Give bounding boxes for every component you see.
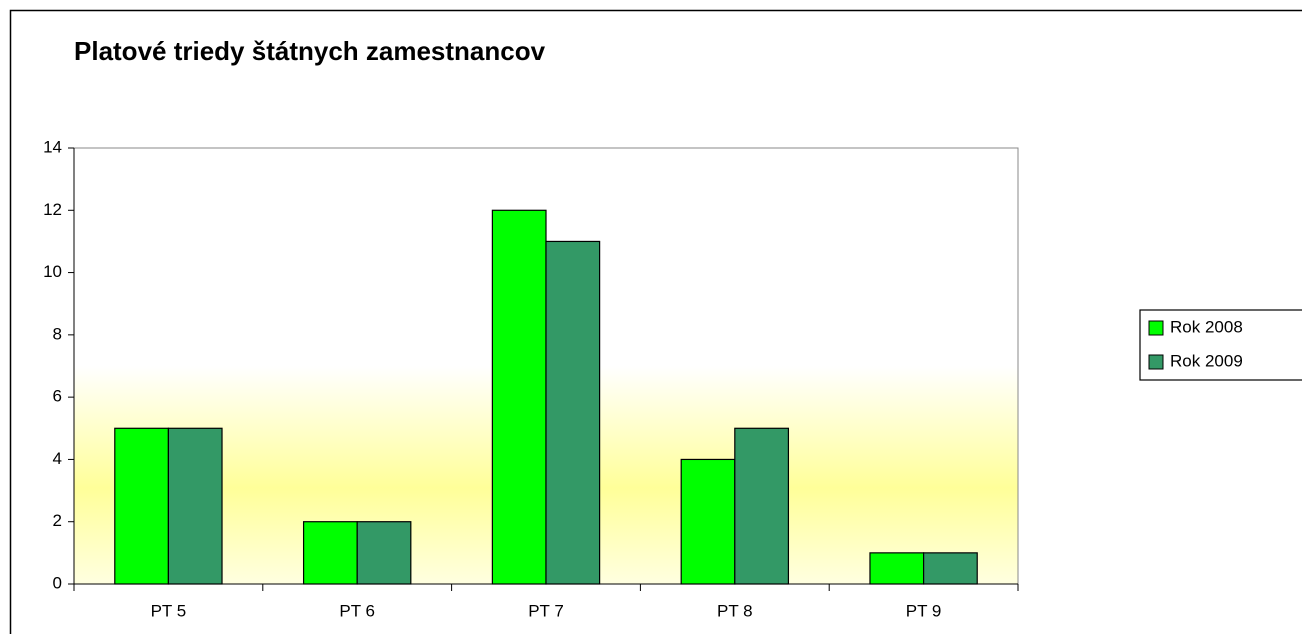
bar [545,240,601,585]
y-tick-label: 14 [43,137,62,156]
bar [167,427,223,585]
chart-title: Platové triedy štátnych zamestnancov [74,36,546,66]
legend-label: Rok 2009 [1170,351,1243,370]
y-tick-label: 10 [43,262,62,281]
bar [114,427,170,585]
x-tick-label: PT 6 [339,601,375,620]
x-tick-label: PT 7 [528,601,564,620]
legend-swatch [1148,320,1164,336]
legend-box [1139,309,1302,381]
bar [922,552,978,585]
bar [491,209,547,585]
y-tick-label: 6 [53,387,62,406]
y-tick-label: 2 [53,511,62,530]
bar [869,552,925,585]
legend-label: Rok 2008 [1170,317,1243,336]
x-tick-label: PT 5 [151,601,187,620]
bar [680,458,736,585]
y-tick-label: 0 [53,573,62,592]
y-tick-label: 8 [53,324,62,343]
bar [734,427,790,585]
y-tick-label: 12 [43,200,62,219]
x-tick-label: PT 8 [717,601,753,620]
y-tick-label: 4 [53,449,62,468]
bar [302,521,358,585]
x-tick-label: PT 9 [906,601,942,620]
bar [356,521,412,585]
legend-swatch [1148,354,1164,370]
